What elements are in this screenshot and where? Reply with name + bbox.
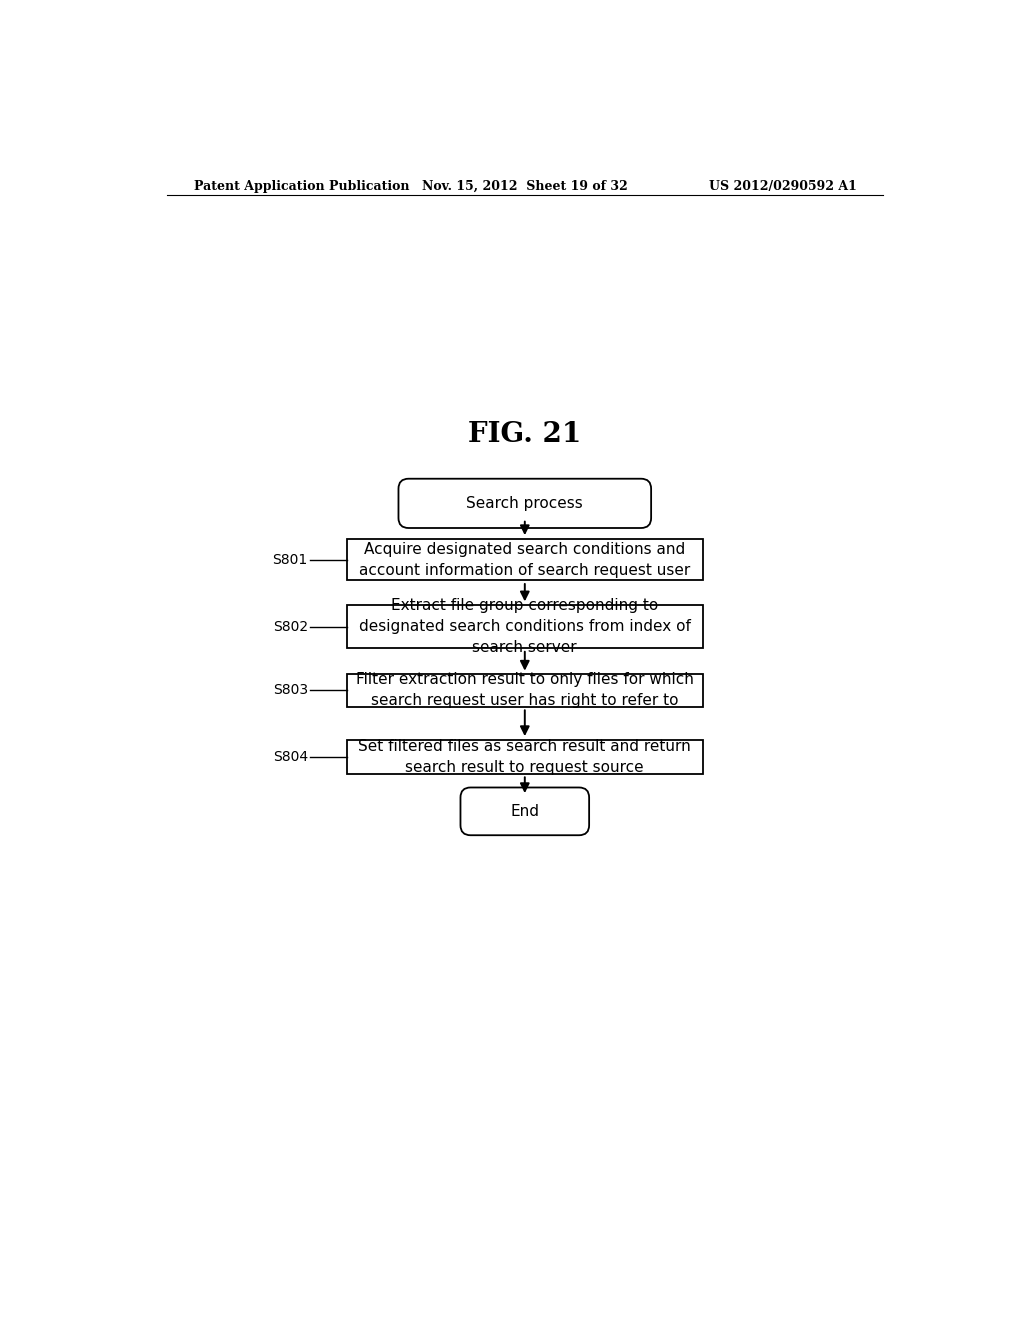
Text: Filter extraction result to only files for which
search request user has right t: Filter extraction result to only files f…	[356, 672, 693, 709]
Text: Patent Application Publication: Patent Application Publication	[194, 180, 410, 193]
FancyBboxPatch shape	[346, 539, 703, 581]
Text: Search process: Search process	[466, 496, 584, 511]
Text: Extract file group corresponding to
designated search conditions from index of
s: Extract file group corresponding to desi…	[358, 598, 691, 655]
FancyBboxPatch shape	[346, 739, 703, 774]
Text: S801: S801	[272, 553, 308, 566]
Text: S804: S804	[272, 750, 308, 764]
Text: Nov. 15, 2012  Sheet 19 of 32: Nov. 15, 2012 Sheet 19 of 32	[423, 180, 629, 193]
Text: Set filtered files as search result and return
search result to request source: Set filtered files as search result and …	[358, 739, 691, 775]
FancyBboxPatch shape	[346, 605, 703, 648]
Text: FIG. 21: FIG. 21	[468, 421, 582, 447]
Text: US 2012/0290592 A1: US 2012/0290592 A1	[710, 180, 857, 193]
FancyBboxPatch shape	[461, 788, 589, 836]
Text: End: End	[510, 804, 540, 818]
FancyBboxPatch shape	[346, 675, 703, 706]
Text: S803: S803	[272, 684, 308, 697]
FancyBboxPatch shape	[398, 479, 651, 528]
Text: Acquire designated search conditions and
account information of search request u: Acquire designated search conditions and…	[359, 541, 690, 578]
Text: S802: S802	[272, 619, 308, 634]
